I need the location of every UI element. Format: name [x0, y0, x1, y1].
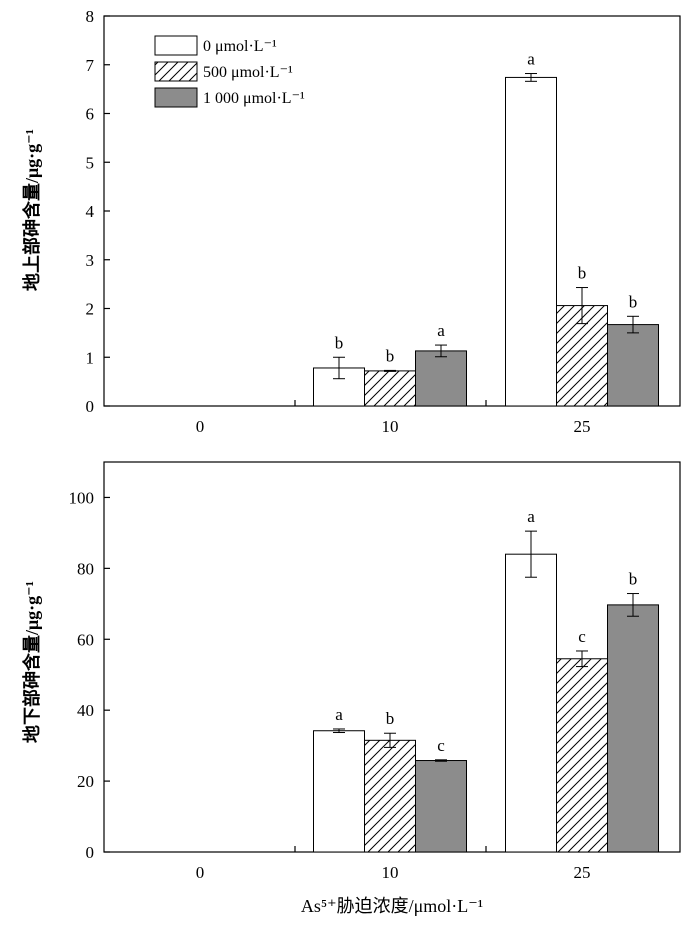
bar — [556, 658, 608, 853]
top-chart: 地上部砷含量/μg·g⁻¹ 0 1 2 3 4 5 6 7 8 0 10 25 b a b b a b 0 μmol… — [21, 7, 681, 436]
x-tick-label: 0 — [196, 863, 205, 882]
significance-label: a — [527, 507, 535, 526]
legend-label: 500 μmol·L⁻¹ — [203, 64, 293, 81]
y-tick-label: 40 — [77, 701, 94, 720]
error-bar — [384, 732, 396, 748]
significance-label: b — [578, 264, 587, 283]
y-tick-label: 8 — [86, 7, 95, 26]
significance-label: a — [527, 50, 535, 69]
error-bar — [525, 530, 537, 578]
significance-label: a — [335, 705, 343, 724]
error-bar — [627, 315, 639, 334]
y-axis-label: 地下部砷含量/μg·g⁻¹ — [21, 581, 42, 743]
x-tick-label: 10 — [382, 863, 399, 882]
significance-label: b — [629, 570, 638, 589]
bar — [364, 739, 416, 853]
significance-label: a — [437, 321, 445, 340]
y-tick-label: 7 — [86, 56, 95, 75]
y-tick-label: 5 — [86, 153, 95, 172]
legend-swatch — [154, 35, 198, 56]
y-axis-label: 地上部砷含量/μg·g⁻¹ — [21, 129, 42, 291]
y-tick-label: 0 — [86, 843, 95, 862]
y-tick-label: 6 — [86, 105, 95, 124]
bar — [607, 324, 659, 407]
significance-label: b — [335, 333, 344, 352]
bar — [415, 760, 467, 853]
significance-label: b — [386, 346, 395, 365]
y-tick-label: 3 — [86, 251, 95, 270]
error-bar — [384, 369, 396, 372]
significance-label: c — [437, 736, 445, 755]
bar — [505, 553, 557, 853]
error-bar — [333, 356, 345, 380]
significance-label: b — [629, 292, 638, 311]
legend-swatch — [154, 61, 198, 82]
error-bar — [525, 73, 537, 82]
x-tick-label: 25 — [574, 863, 591, 882]
bar — [364, 370, 416, 407]
y-tick-label: 2 — [86, 300, 95, 319]
y-tick-label: 20 — [77, 772, 94, 791]
bar — [607, 604, 659, 853]
significance-label: c — [578, 627, 586, 646]
y-tick-label: 100 — [69, 488, 95, 507]
legend-swatch — [154, 87, 198, 108]
bar — [313, 730, 365, 853]
error-bar — [576, 650, 588, 668]
legend-label: 1 000 μmol·L⁻¹ — [203, 90, 305, 107]
y-tick-label: 80 — [77, 559, 94, 578]
bar — [505, 76, 557, 407]
y-tick-label: 60 — [77, 630, 94, 649]
error-bar — [435, 759, 447, 762]
bar — [415, 350, 467, 407]
error-bar — [576, 287, 588, 325]
y-tick-label: 4 — [86, 202, 95, 221]
y-tick-label: 0 — [86, 397, 95, 416]
bottom-chart: 地下部砷含量/μg·g⁻¹ As⁵⁺胁迫浓度/μmol·L⁻¹ 0 20 40 60 8… — [21, 461, 681, 916]
error-bar — [435, 344, 447, 358]
x-tick-label: 25 — [574, 417, 591, 436]
x-tick-label: 0 — [196, 417, 205, 436]
y-tick-label: 1 — [86, 348, 95, 367]
error-bar — [333, 728, 345, 734]
error-bar — [627, 593, 639, 617]
legend-label: 0 μmol·L⁻¹ — [203, 38, 277, 55]
x-tick-label: 10 — [382, 417, 399, 436]
x-axis-label: As⁵⁺胁迫浓度/μmol·L⁻¹ — [301, 896, 483, 916]
significance-label: b — [386, 709, 395, 728]
legend: 0 μmol·L⁻¹ 500 μmol·L⁻¹ 1 000 μmol·L⁻¹ — [154, 35, 305, 108]
